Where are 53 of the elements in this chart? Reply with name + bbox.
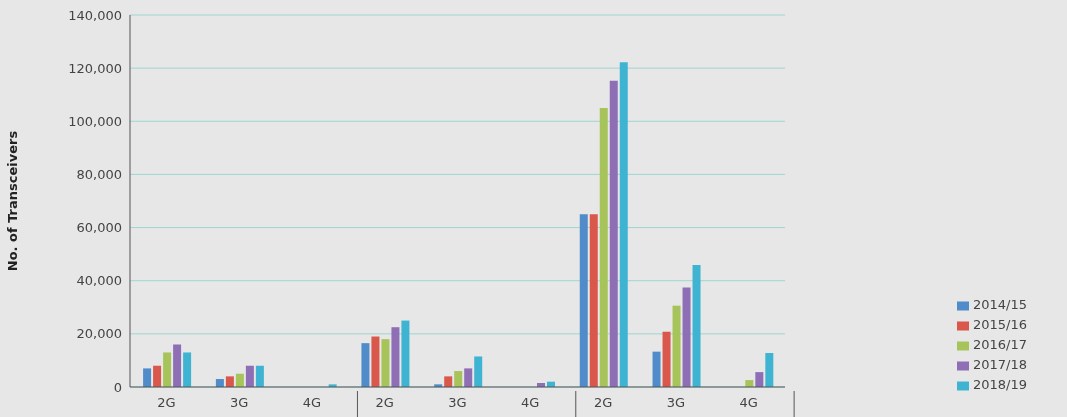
- bar: [143, 368, 152, 387]
- bar: [173, 344, 182, 387]
- bar: [579, 214, 588, 387]
- legend-label: 2015/16: [973, 317, 1028, 332]
- bar: [589, 214, 598, 387]
- y-tick-label: 80,000: [76, 167, 122, 183]
- x-tick-label: 2G: [157, 395, 176, 410]
- x-tick-label: 3G: [448, 395, 467, 410]
- bar: [361, 343, 370, 387]
- bar: [235, 373, 244, 387]
- bar: [765, 352, 774, 387]
- bar: [153, 365, 162, 387]
- y-tick-label: 100,000: [68, 113, 122, 129]
- bar: [163, 352, 172, 387]
- bar: [652, 351, 661, 387]
- x-tick-label: 3G: [666, 395, 686, 410]
- legend-label: 2014/15: [973, 297, 1028, 312]
- bar: [245, 365, 254, 387]
- y-tick-label: 60,000: [76, 220, 122, 236]
- x-tick-label: 2G: [593, 395, 613, 410]
- bar: [371, 336, 380, 387]
- y-tick-label: 120,000: [68, 60, 122, 76]
- y-axis-title: No. of Transceivers: [4, 130, 20, 272]
- x-tick-label: 4G: [302, 395, 322, 410]
- legend-label: 2017/18: [973, 357, 1028, 372]
- x-tick-label: 4G: [521, 395, 540, 410]
- y-tick-label: 140,000: [68, 7, 122, 23]
- x-tick-label: 3G: [229, 395, 249, 410]
- legend-label: 2018/19: [973, 377, 1028, 392]
- y-tick-label: 20,000: [76, 326, 122, 342]
- x-tick-label: 4G: [739, 395, 758, 410]
- y-tick-label: 0: [113, 379, 122, 395]
- legend-label: 2016/17: [973, 337, 1028, 352]
- bar: [255, 365, 264, 387]
- bar: [755, 372, 764, 387]
- bar: [444, 376, 453, 387]
- bar: [225, 376, 234, 387]
- bar: [183, 352, 192, 387]
- bar: [662, 331, 671, 387]
- bar: [454, 371, 463, 387]
- y-tick-label: 40,000: [76, 273, 122, 289]
- bar: [619, 62, 628, 387]
- bar: [609, 80, 618, 387]
- x-tick-label: 2G: [375, 395, 394, 410]
- bar: [401, 320, 410, 387]
- bar: [381, 339, 390, 387]
- bar: [464, 368, 473, 387]
- bar: [599, 108, 608, 387]
- bar: [692, 265, 701, 387]
- bar: [672, 305, 681, 387]
- bar: [391, 327, 400, 387]
- bar: [682, 287, 691, 387]
- bar: [474, 356, 483, 387]
